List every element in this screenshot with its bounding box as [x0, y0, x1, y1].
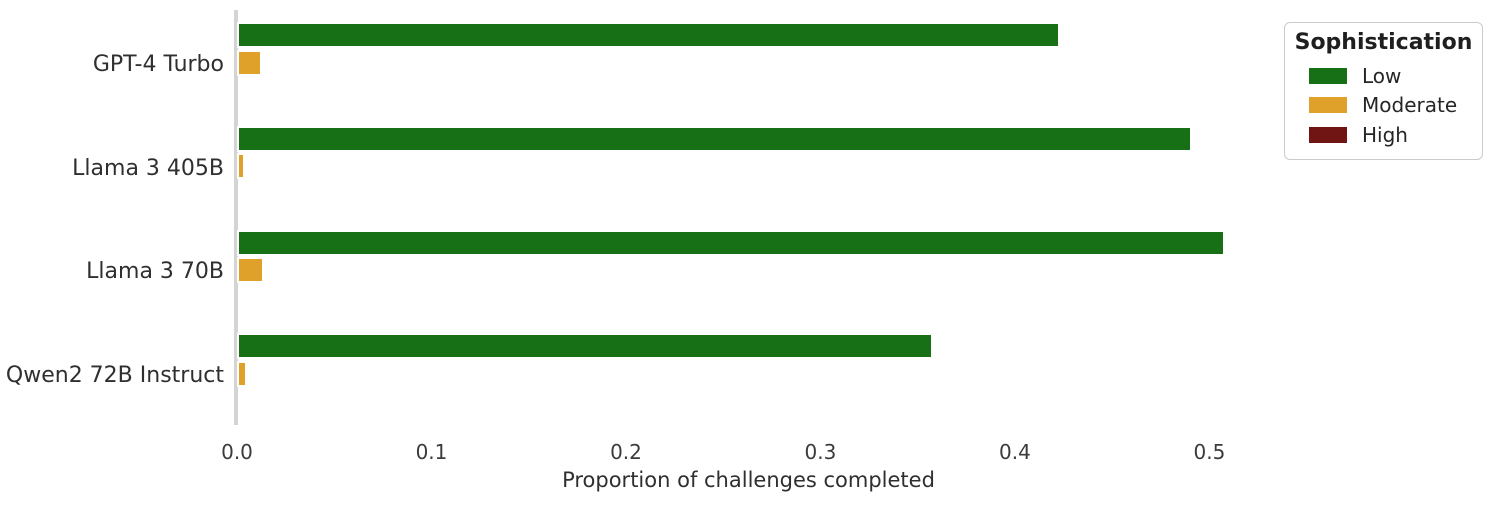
bar-low-gpt-4-turbo [237, 22, 1060, 48]
y-axis-category-label-qwen2-72b-instruct: Qwen2 72B Instruct [5, 363, 224, 389]
x-axis-tick-label-0-0: 0.0 [221, 440, 253, 464]
y-axis-line [234, 10, 238, 425]
x-axis-title: Proportion of challenges completed [562, 468, 935, 492]
legend-swatch-low-icon [1307, 65, 1349, 86]
legend-item-moderate: Moderate [1285, 91, 1482, 121]
bar-moderate-llama-3-405b [237, 153, 245, 180]
bar-moderate-gpt-4-turbo [237, 49, 262, 76]
legend: Sophistication Low Moderate High [1284, 22, 1483, 160]
legend-swatch-moderate-icon [1307, 95, 1349, 116]
y-axis-category-label-llama-3-405b: Llama 3 405B [72, 155, 224, 181]
legend-swatch-high-icon [1307, 124, 1349, 145]
x-axis-tick-label-0-2: 0.2 [610, 440, 642, 464]
bar-low-llama-3-405b [237, 125, 1192, 152]
bar-moderate-llama-3-70b [237, 257, 264, 284]
x-axis-tick-label-0-3: 0.3 [804, 440, 837, 464]
legend-item-low: Low [1285, 61, 1482, 91]
x-axis-tick-label-0-1: 0.1 [415, 440, 448, 464]
legend-title: Sophistication [1294, 30, 1473, 55]
legend-label-low: Low [1362, 63, 1402, 88]
legend-items: Low Moderate High [1285, 61, 1482, 150]
legend-item-high: High [1285, 120, 1482, 150]
legend-label-high: High [1362, 122, 1408, 147]
y-axis-category-label-gpt-4-turbo: GPT-4 Turbo [92, 51, 224, 77]
x-axis-tick-label-0-5: 0.5 [1193, 440, 1226, 464]
bar-moderate-qwen2-72b-instruct [237, 360, 247, 387]
bar-low-qwen2-72b-instruct [237, 333, 933, 360]
legend-label-moderate: Moderate [1362, 93, 1458, 118]
bar-low-llama-3-70b [237, 229, 1225, 256]
x-axis-tick-label-0-4: 0.4 [999, 440, 1031, 464]
plot-area [234, 10, 1260, 425]
y-axis-category-label-llama-3-70b: Llama 3 70B [86, 259, 224, 285]
